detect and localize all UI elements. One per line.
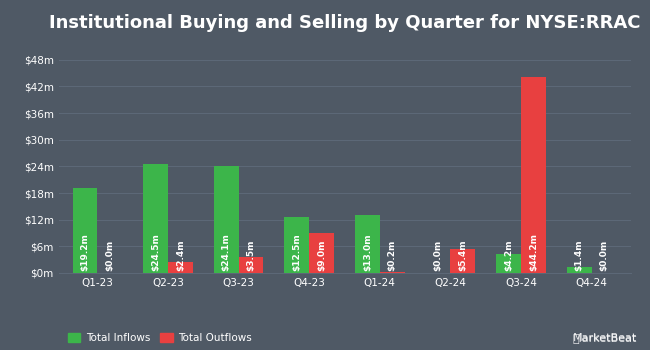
Text: $3.5m: $3.5m: [246, 239, 255, 271]
Bar: [214, 166, 239, 273]
Bar: [239, 258, 263, 273]
Text: $12.5m: $12.5m: [292, 233, 302, 271]
Text: $13.0m: $13.0m: [363, 233, 372, 271]
Bar: [168, 262, 192, 273]
Bar: [567, 267, 592, 273]
Bar: [521, 77, 546, 273]
Text: $1.4m: $1.4m: [575, 239, 584, 271]
Text: ⽏larketBeat: ⽏larketBeat: [573, 333, 637, 343]
Text: $0.0m: $0.0m: [599, 239, 608, 271]
Bar: [380, 272, 404, 273]
Text: $0.2m: $0.2m: [387, 239, 396, 271]
Text: $5.4m: $5.4m: [458, 239, 467, 271]
Legend: Total Inflows, Total Outflows: Total Inflows, Total Outflows: [64, 329, 256, 347]
Text: $4.2m: $4.2m: [504, 239, 514, 271]
Bar: [143, 164, 168, 273]
Text: $0.0m: $0.0m: [434, 239, 443, 271]
Text: $2.4m: $2.4m: [176, 239, 185, 271]
Text: $24.1m: $24.1m: [222, 233, 231, 271]
Title: Institutional Buying and Selling by Quarter for NYSE:RRAC: Institutional Buying and Selling by Quar…: [49, 14, 640, 32]
Text: $0.0m: $0.0m: [105, 239, 114, 271]
Bar: [73, 188, 98, 273]
Text: $19.2m: $19.2m: [81, 233, 90, 271]
Bar: [450, 249, 475, 273]
Text: $44.2m: $44.2m: [529, 233, 538, 271]
Text: $9.0m: $9.0m: [317, 239, 326, 271]
Bar: [497, 254, 521, 273]
Text: MarketBeat: MarketBeat: [573, 333, 637, 343]
Text: $24.5m: $24.5m: [151, 233, 160, 271]
Bar: [285, 217, 309, 273]
Bar: [309, 233, 334, 273]
Bar: [355, 215, 380, 273]
